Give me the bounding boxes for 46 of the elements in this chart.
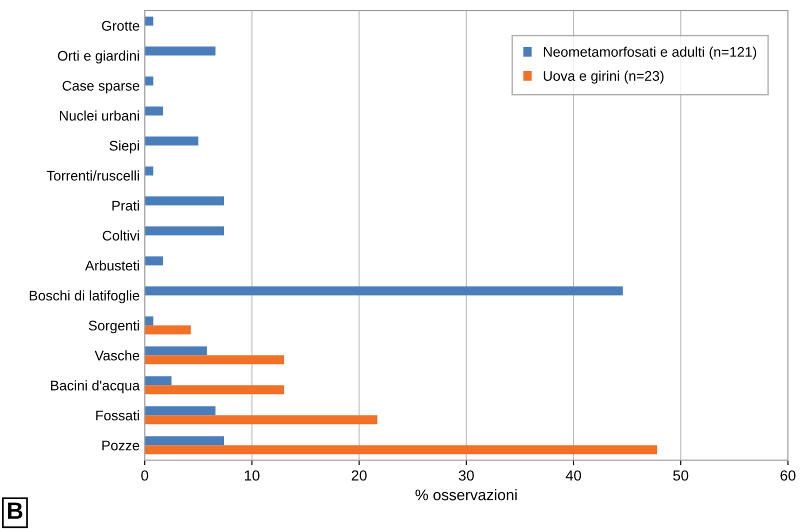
bar (144, 376, 172, 386)
y-tick-label: Torrenti/ruscelli (46, 170, 139, 181)
y-tick-label: Fossati (96, 410, 139, 420)
bar (144, 406, 216, 416)
x-tick-label: 30 (458, 470, 474, 481)
legend-label: Uova e girini (n=23) (544, 70, 664, 84)
bar (144, 355, 284, 364)
bar (144, 256, 163, 266)
y-tick-label: Orti e giardini (58, 50, 139, 64)
bar (144, 286, 623, 296)
bar (144, 415, 378, 424)
bar (144, 325, 191, 334)
x-tick-label: 60 (780, 470, 796, 481)
y-tick-label: Sorgenti (88, 320, 139, 334)
x-axis-title: % osservazioni (415, 489, 517, 500)
bar (144, 436, 224, 446)
x-tick-label: 50 (673, 470, 688, 481)
bar (144, 16, 154, 26)
y-tick-label: Case sparse (62, 80, 140, 94)
y-tick-label: Boschi di latifoglie (30, 290, 140, 304)
bar (144, 385, 284, 394)
x-tick-label: 0 (141, 470, 148, 481)
x-tick-label: 40 (566, 470, 582, 481)
bar (144, 76, 154, 86)
bar (144, 226, 224, 236)
y-tick-label: Grotte (102, 20, 140, 31)
y-tick-label: Arbusteti (85, 260, 139, 271)
y-tick-label: Vasche (94, 350, 140, 360)
bar (144, 106, 163, 116)
bar (144, 346, 207, 356)
bar (144, 196, 224, 206)
y-tick-label: Coltivi (102, 230, 139, 241)
y-tick-label: Nuclei urbani (60, 110, 139, 121)
text: B (8, 502, 22, 519)
legend-label: Neometamorfosati e adulti (n=121) (544, 46, 756, 60)
y-tick-label: Bacini d'acqua (51, 380, 140, 394)
bar (144, 445, 658, 454)
y-tick-label: Pozze (102, 440, 140, 450)
y-tick-label: Siepi (110, 140, 139, 154)
bar (144, 46, 216, 56)
bar (144, 316, 154, 326)
bar (144, 166, 154, 176)
x-tick-label: 20 (352, 470, 367, 481)
x-tick-label: 10 (244, 470, 260, 481)
bar (144, 136, 198, 146)
y-tick-label: Prati (112, 200, 139, 211)
